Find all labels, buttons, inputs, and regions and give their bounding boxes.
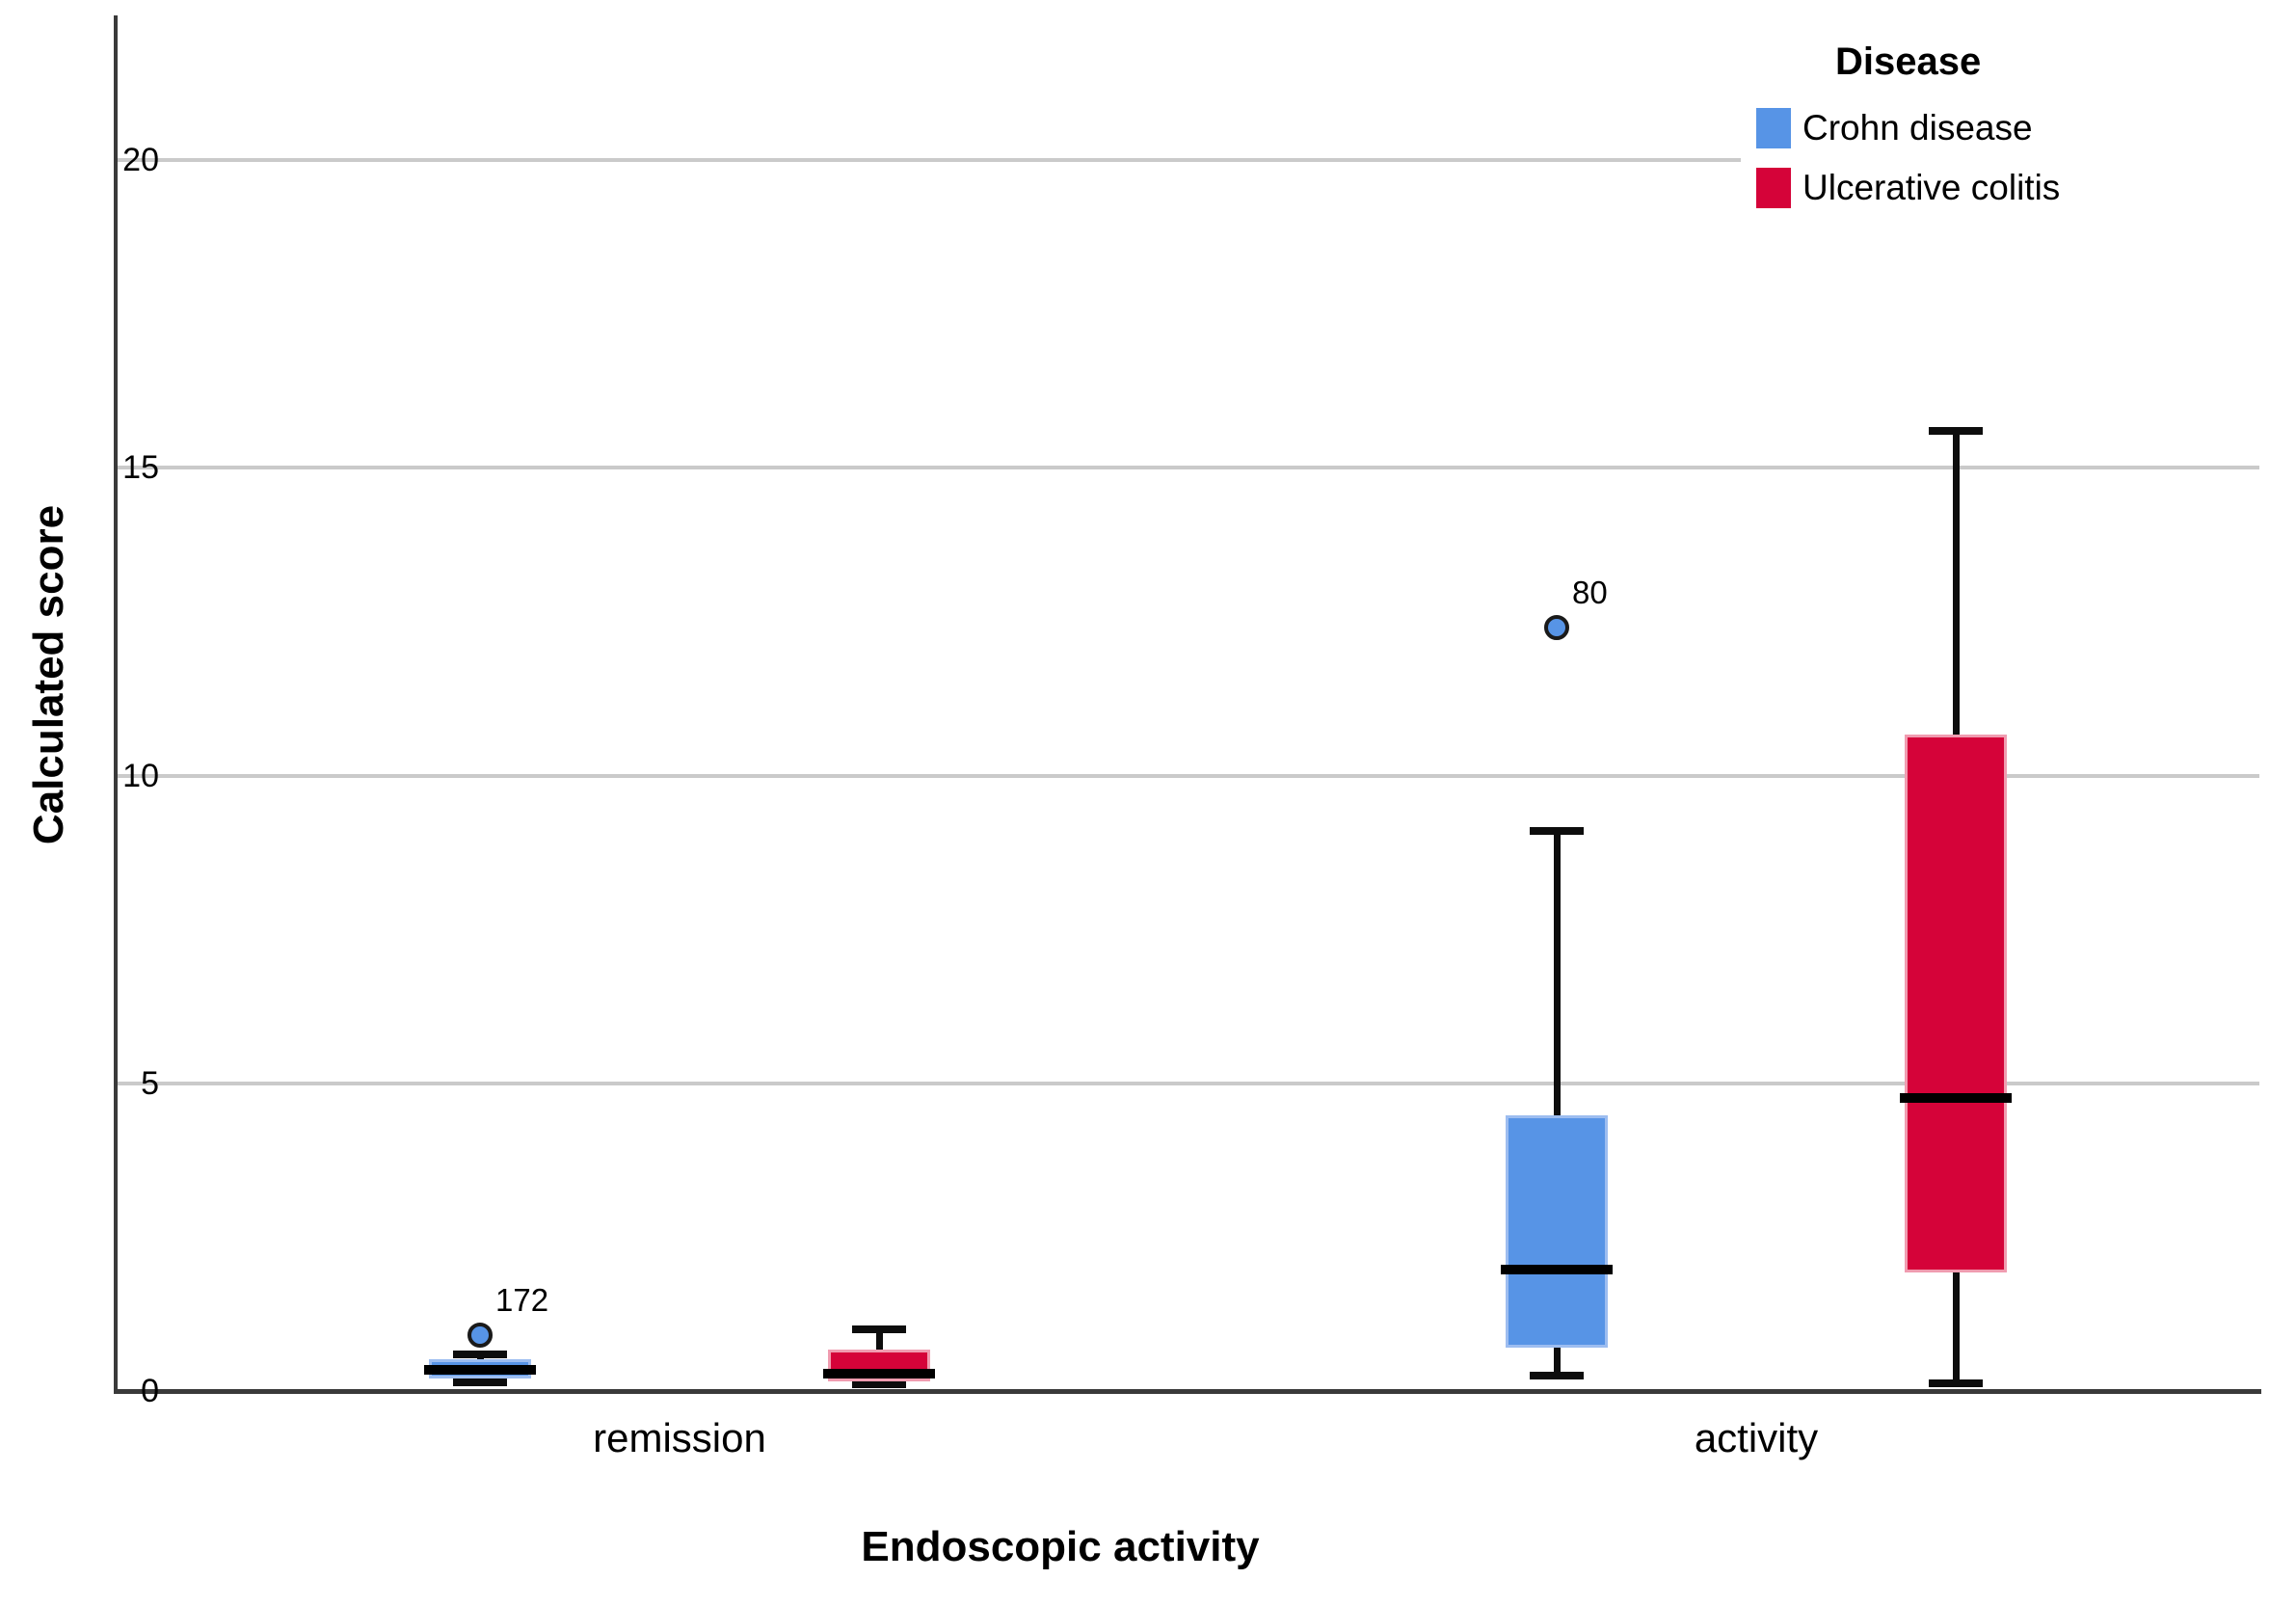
y-tick-label-10: 10: [122, 757, 159, 794]
ulcerative-colitis-color-swatch: [1756, 168, 1791, 208]
crohn-disease-color-swatch: [1756, 108, 1791, 148]
legend-label-ulcerative-colitis: Ulcerative colitis: [1802, 168, 2061, 207]
outlier-label-crohn-disease-activity: 80: [1572, 575, 1608, 611]
box-ulcerative-colitis-activity: [1905, 734, 2007, 1272]
whisker-cap-max-ulcerative-colitis-remission: [852, 1325, 906, 1334]
y-axis-line: [114, 15, 118, 1393]
legend-title: Disease: [1835, 40, 1982, 83]
whisker-cap-min-ulcerative-colitis-remission: [852, 1379, 906, 1388]
y-tick-label-5: 5: [141, 1064, 159, 1102]
legend-inner: Disease Crohn disease Ulcerative colitis: [1756, 39, 2060, 226]
y-tick-label-15: 15: [122, 449, 159, 487]
whisker-cap-min-ulcerative-colitis-activity: [1929, 1378, 1983, 1387]
x-axis-title: Endoscopic activity: [861, 1523, 1260, 1570]
y-tick-label-0: 0: [141, 1373, 159, 1409]
legend-item-ulcerative-colitis: Ulcerative colitis: [1756, 166, 2060, 210]
y-tick-label-20: 20: [122, 142, 159, 178]
median-crohn-disease-activity: [1501, 1265, 1613, 1275]
whisker-cap-max-crohn-disease-activity: [1530, 826, 1584, 835]
gridline-20: [116, 158, 2259, 162]
outlier-label-crohn-disease-remission: 172: [495, 1281, 549, 1318]
outlier-point-crohn-disease-remission: [467, 1322, 493, 1348]
y-axis-title: Calculated score: [25, 504, 72, 845]
x-axis-line: [114, 1389, 2261, 1394]
legend-label-crohn-disease: Crohn disease: [1802, 108, 2033, 147]
whisker-cap-max-crohn-disease-remission: [453, 1350, 507, 1358]
whisker-stem-crohn-disease-activity: [1554, 830, 1561, 1377]
median-crohn-disease-remission: [424, 1365, 536, 1376]
whisker-cap-min-crohn-disease-activity: [1530, 1372, 1584, 1380]
legend-item-crohn-disease: Crohn disease: [1756, 106, 2060, 150]
median-ulcerative-colitis-remission: [823, 1369, 935, 1379]
gridline-15: [116, 466, 2259, 470]
legend: Disease Crohn disease Ulcerative colitis: [1741, 39, 2296, 226]
x-tick-label-remission: remission: [593, 1415, 766, 1460]
gridline-5: [116, 1081, 2259, 1085]
outlier-point-crohn-disease-activity: [1544, 615, 1569, 641]
gridline-10: [116, 773, 2259, 778]
box-crohn-disease-activity: [1506, 1114, 1608, 1349]
x-tick-label-activity: activity: [1694, 1415, 1819, 1460]
median-ulcerative-colitis-activity: [1900, 1093, 2012, 1104]
whisker-cap-max-ulcerative-colitis-activity: [1929, 426, 1983, 435]
whisker-cap-min-crohn-disease-remission: [453, 1378, 507, 1387]
